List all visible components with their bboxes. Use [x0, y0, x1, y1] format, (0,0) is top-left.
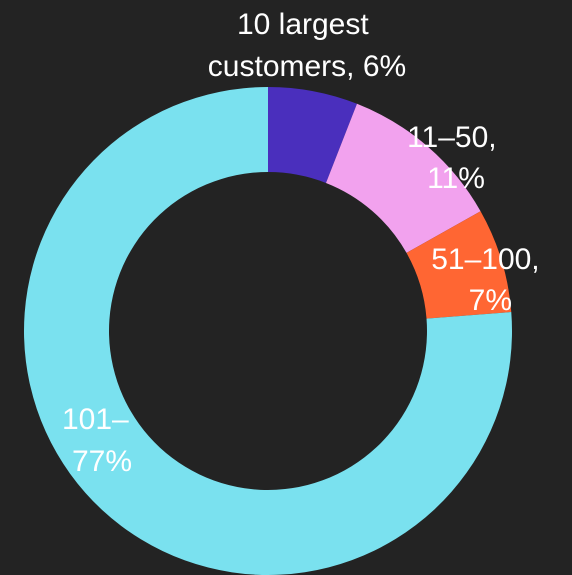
slice-label-11-50-line-1: 11–50,: [407, 121, 497, 154]
donut-slice-2: [325, 103, 481, 253]
slice-label-10-largest: 10 largest customers, 6%: [208, 8, 406, 83]
slice-label-11-50-line-2: 11%: [427, 162, 485, 195]
labels-group: 10 largest customers, 6% 11–50, 11% 51–1…: [62, 8, 548, 478]
slice-label-101-line-1: 101–: [62, 403, 129, 436]
slice-label-51-100-line-2: 7%: [469, 284, 512, 317]
slice-label-101-line-2: 77%: [72, 445, 132, 478]
slice-label-10-largest-line-1: 10 largest: [237, 8, 369, 41]
slice-label-101: 101– 77%: [62, 403, 137, 478]
slice-label-11-50: 11–50, 11%: [407, 121, 505, 195]
slices-group: [23, 87, 513, 575]
slice-label-51-100: 51–100, 7%: [431, 243, 548, 317]
slice-label-51-100-line-1: 51–100,: [431, 243, 539, 276]
slice-label-10-largest-line-2: customers, 6%: [208, 50, 406, 83]
donut-slice-4: [23, 87, 513, 575]
donut-slice-1: [268, 87, 357, 183]
donut-slice-3: [406, 211, 512, 319]
